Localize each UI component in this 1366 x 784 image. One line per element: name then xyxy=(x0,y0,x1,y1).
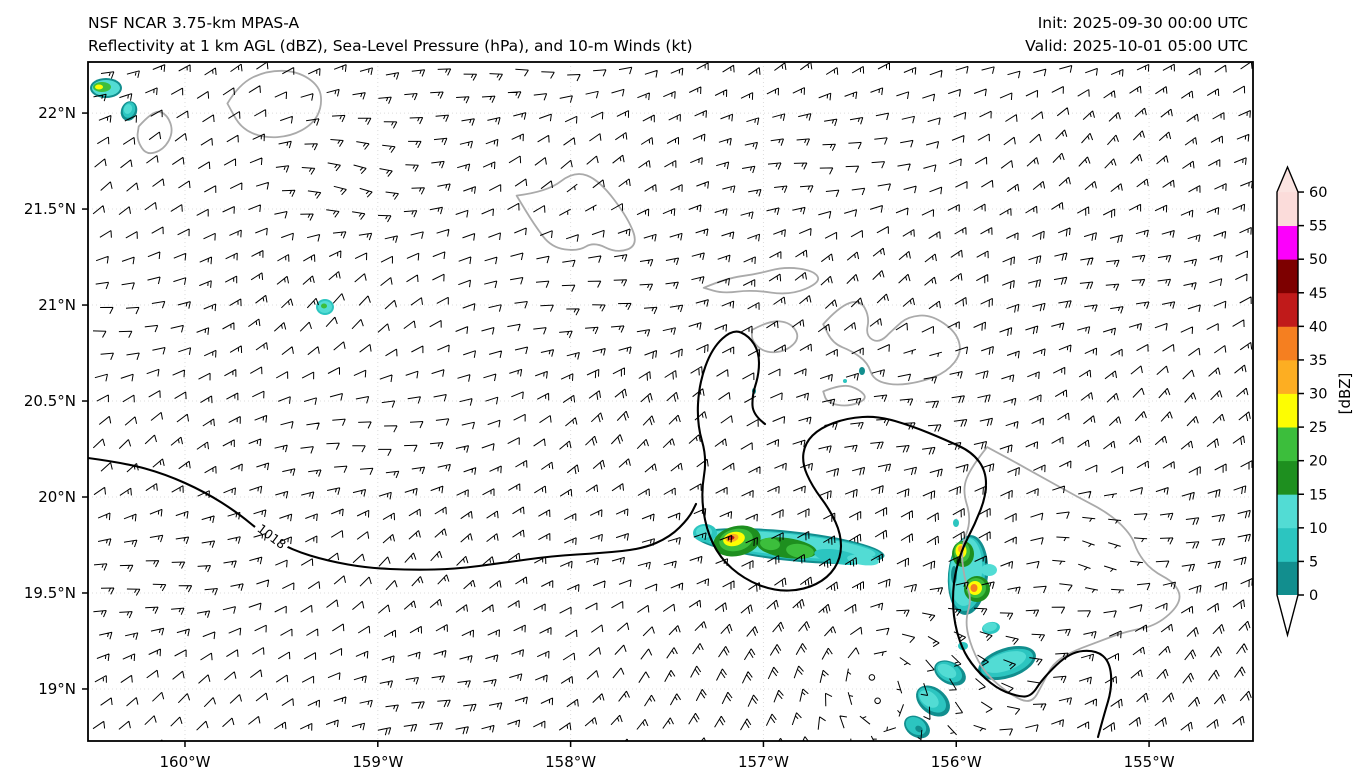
axes-layer: 22°N 21.5°N 21°N 20.5°N 20°N 19.5°N 19°N 160°W 1… xyxy=(24,104,1175,771)
colorbar-band xyxy=(1277,393,1298,428)
x-tick-label: 160°W xyxy=(160,753,211,771)
coastline-lanai xyxy=(751,320,799,354)
colorbar-tick-label: 35 xyxy=(1309,353,1327,369)
y-tick-label: 22°N xyxy=(38,104,76,122)
coastline-niihau xyxy=(136,110,173,155)
colorbar-band xyxy=(1277,494,1298,529)
colorbar-band xyxy=(1277,326,1298,361)
calm-wind-circles-layer xyxy=(868,674,881,705)
wind-barbs-layer xyxy=(92,62,1253,741)
title-field-line: Reflectivity at 1 km AGL (dBZ), Sea-Leve… xyxy=(88,37,693,55)
y-tick-label: 20°N xyxy=(38,488,76,506)
coastline-kahoolawe xyxy=(822,384,866,407)
colorbar-band xyxy=(1277,292,1298,327)
colorbar-tick-label: 30 xyxy=(1309,387,1327,403)
colorbar-band xyxy=(1277,460,1298,495)
colorbar-tick-label: 25 xyxy=(1309,420,1327,436)
coastline-kauai xyxy=(226,69,322,139)
y-tick-label: 21.5°N xyxy=(24,200,76,218)
colorbar-band xyxy=(1277,527,1298,562)
colorbar-units-label: [dBZ] xyxy=(1336,373,1354,415)
colorbar-band xyxy=(1277,359,1298,394)
colorbar-tick-label: 40 xyxy=(1309,319,1327,335)
colorbar-tick-label: 15 xyxy=(1309,487,1327,503)
y-tick-label: 19.5°N xyxy=(24,584,76,602)
x-tick-label: 157°W xyxy=(738,753,789,771)
colorbar-band xyxy=(1277,259,1298,294)
slp-contour-0 xyxy=(88,456,698,571)
title-model-line: NSF NCAR 3.75-km MPAS-A xyxy=(88,14,300,32)
coastlines-layer xyxy=(136,69,1181,702)
y-tick-label: 21°N xyxy=(38,296,76,314)
colorbar-tick-label: 55 xyxy=(1309,219,1327,235)
colorbar-band xyxy=(1277,225,1298,260)
colorbar-band xyxy=(1277,561,1298,596)
coastline-maui xyxy=(822,301,961,386)
slp-contours-layer xyxy=(88,330,1113,739)
y-tick-label: 19°N xyxy=(38,680,76,698)
reflectivity-colorbar: 0 5 10 15 20 25 30 35 40 45 50 55 60 [dBZ] xyxy=(1276,165,1354,638)
colorbar-band xyxy=(1277,192,1298,227)
y-tick-label: 20.5°N xyxy=(24,392,76,410)
map-clipped-layers: 1018 xyxy=(88,62,1253,741)
colorbar-band xyxy=(1277,427,1298,462)
x-tick-label: 156°W xyxy=(931,753,982,771)
colorbar-tick-label: 0 xyxy=(1309,588,1318,604)
valid-time-label: Valid: 2025-10-01 05:00 UTC xyxy=(1025,37,1248,55)
colorbar-tick-label: 10 xyxy=(1309,521,1327,537)
coastline-hawaii-big-island xyxy=(961,446,1181,702)
coastline-molokai xyxy=(702,267,820,295)
x-tick-label: 158°W xyxy=(545,753,596,771)
init-time-label: Init: 2025-09-30 00:00 UTC xyxy=(1038,14,1248,32)
colorbar-over-arrow xyxy=(1277,167,1298,193)
colorbar-tick-label: 45 xyxy=(1309,286,1327,302)
colorbar-tick-label: 5 xyxy=(1309,554,1318,570)
colorbar-under-arrow xyxy=(1277,595,1298,635)
slp-contour-1 xyxy=(696,330,1113,739)
colorbar-tick-label: 20 xyxy=(1309,454,1327,470)
map-plot-area: 1018 xyxy=(87,61,1254,742)
colorbar-tick-label: 60 xyxy=(1309,185,1327,201)
x-tick-label: 155°W xyxy=(1124,753,1175,771)
x-tick-label: 159°W xyxy=(352,753,403,771)
coastline-oahu xyxy=(515,173,636,252)
colorbar-tick-label: 50 xyxy=(1309,252,1327,268)
